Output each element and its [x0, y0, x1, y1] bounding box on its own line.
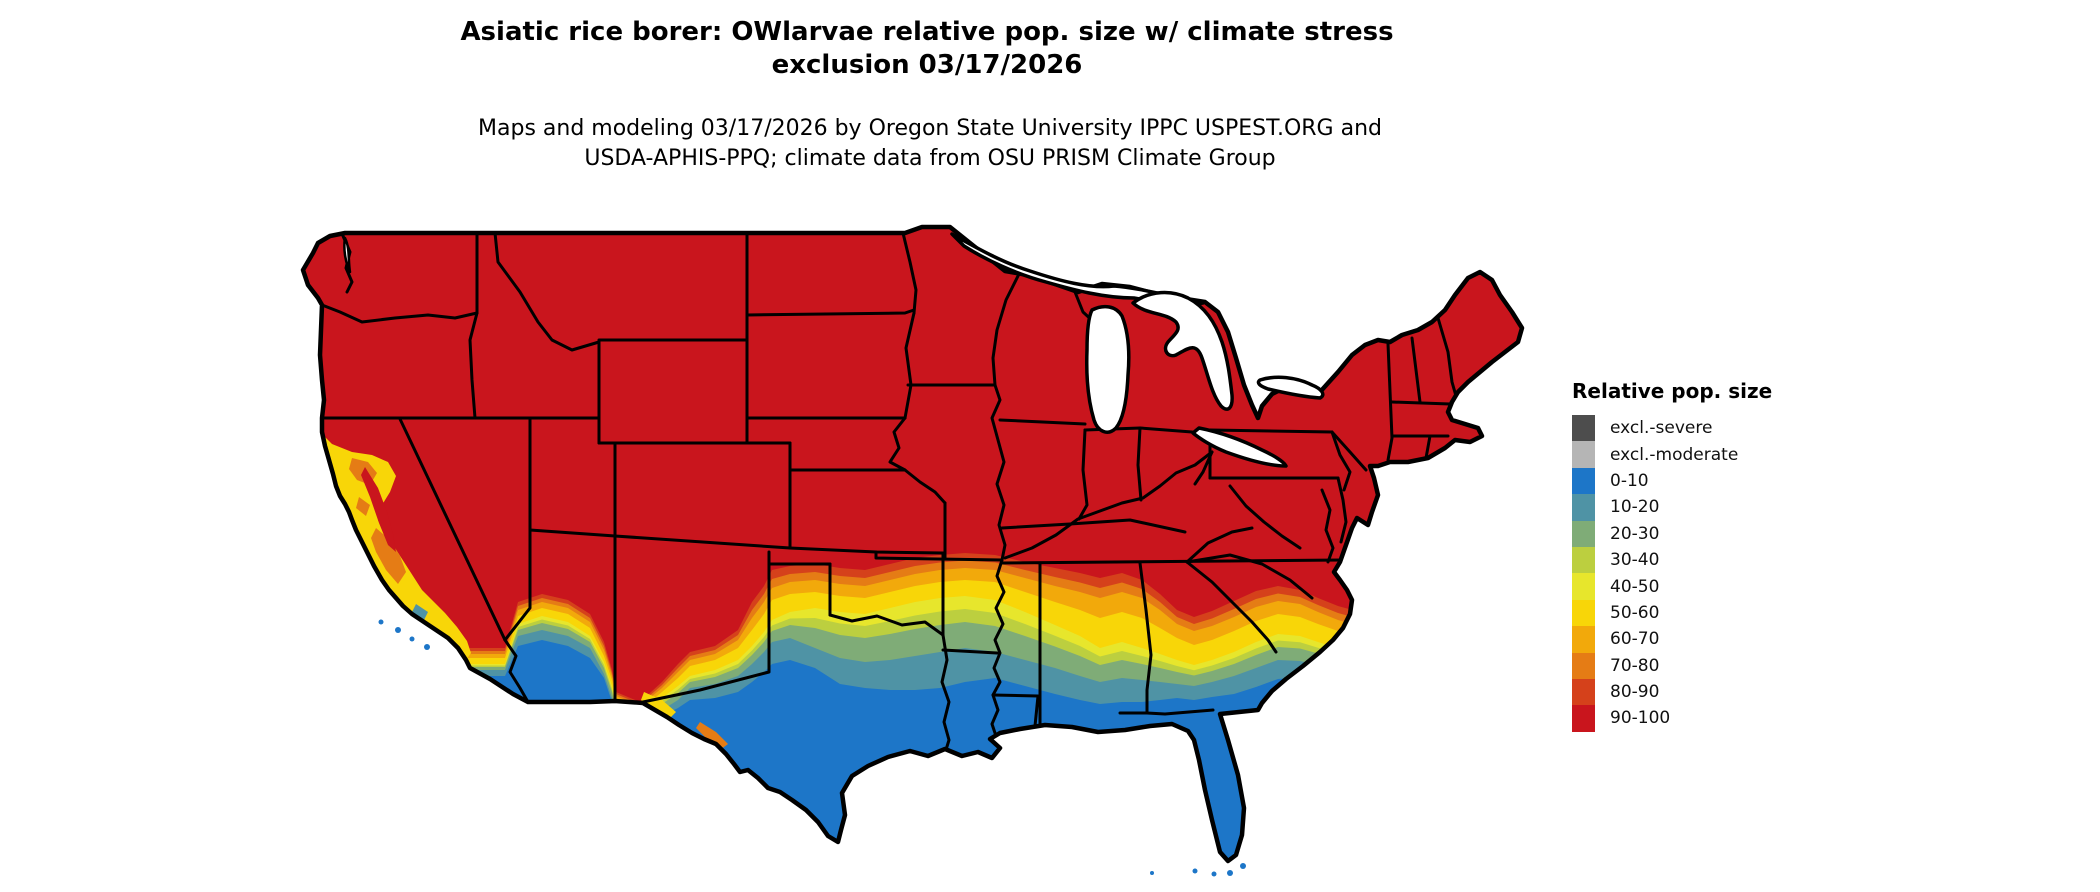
legend-label: 50-60	[1610, 602, 1660, 623]
legend-item: 50-60	[1572, 599, 1832, 627]
central-valley-red-tongue	[361, 467, 396, 552]
legend-item: 40-50	[1572, 573, 1832, 600]
channel-island	[395, 627, 401, 633]
channel-island	[409, 636, 415, 642]
legend-label: 0-10	[1610, 470, 1649, 491]
legend-swatch	[1572, 678, 1595, 706]
puget-sound	[343, 236, 352, 274]
lake-ontario	[1256, 375, 1325, 400]
legend-rows: excl.-severe excl.-moderate 0-10 10-20 20-30…	[1572, 415, 1832, 732]
legend-label: 70-80	[1610, 655, 1660, 676]
legend-swatch	[1572, 705, 1595, 732]
state-borders	[320, 231, 1458, 755]
legend-item: 80-90	[1572, 678, 1832, 706]
legend-item: 90-100	[1572, 705, 1832, 732]
legend-item: excl.-moderate	[1572, 441, 1832, 468]
florida-key	[1150, 871, 1154, 875]
channel-island	[378, 619, 384, 625]
rio-grande-orange-mottle	[696, 722, 728, 750]
legend-label: 60-70	[1610, 629, 1660, 650]
socal-teal-patch	[412, 604, 428, 620]
legend-item: excl.-severe	[1572, 415, 1832, 442]
legend-item: 0-10	[1572, 467, 1832, 495]
legend-label: 90-100	[1610, 708, 1671, 729]
map-title-line1: Asiatic rice borer: OWlarvae relative po…	[460, 17, 1394, 47]
legend-swatch	[1572, 415, 1595, 442]
florida-key	[1227, 870, 1233, 876]
legend-label: excl.-severe	[1610, 418, 1713, 439]
legend-item: 10-20	[1572, 494, 1832, 521]
legend-label: 30-40	[1610, 550, 1660, 571]
elpaso-yellow-mottle	[641, 692, 676, 720]
legend-item: 20-30	[1572, 520, 1832, 547]
map-title-line2: exclusion 03/17/2026	[771, 50, 1083, 80]
great-lakes	[343, 232, 1325, 468]
legend-title: Relative pop. size	[1572, 379, 1773, 403]
lake-superior	[950, 232, 1205, 306]
channel-island	[424, 644, 430, 650]
legend-swatch	[1572, 494, 1595, 521]
legend-swatch	[1572, 652, 1595, 679]
legend-label: excl.-moderate	[1610, 444, 1739, 465]
legend-swatch	[1572, 573, 1595, 600]
california-yellow-band	[320, 432, 471, 660]
legend-swatch	[1572, 599, 1595, 627]
map-subtitle-line2: USDA-APHIS-PPQ; climate data from OSU PR…	[584, 146, 1276, 171]
islands	[378, 619, 1246, 877]
florida-key	[1211, 871, 1217, 877]
legend: Relative pop. size excl.-severe excl.-mod…	[1572, 379, 1832, 732]
florida-key	[1192, 868, 1198, 874]
legend-label: 40-50	[1610, 576, 1660, 597]
lake-michigan	[1085, 304, 1131, 434]
lake-erie	[1191, 426, 1288, 468]
map-title: Asiatic rice borer: OWlarvae relative po…	[0, 16, 1854, 82]
legend-label: 10-20	[1610, 497, 1660, 518]
legend-swatch	[1572, 626, 1595, 653]
map-subtitle: Maps and modeling 03/17/2026 by Oregon S…	[0, 114, 1860, 174]
legend-label: 80-90	[1610, 682, 1660, 703]
legend-swatch	[1572, 546, 1595, 574]
florida-key	[1240, 863, 1246, 869]
legend-item: 70-80	[1572, 652, 1832, 679]
california-orange-patch	[371, 528, 406, 584]
legend-label: 20-30	[1610, 523, 1660, 544]
legend-swatch	[1572, 467, 1595, 495]
california-orange-patch	[356, 497, 370, 516]
legend-swatch	[1572, 441, 1595, 468]
legend-swatch	[1572, 520, 1595, 547]
map-subtitle-line1: Maps and modeling 03/17/2026 by Oregon S…	[478, 116, 1382, 141]
legend-item: 30-40	[1572, 546, 1832, 574]
legend-item: 60-70	[1572, 626, 1832, 653]
lake-huron	[1131, 290, 1234, 411]
